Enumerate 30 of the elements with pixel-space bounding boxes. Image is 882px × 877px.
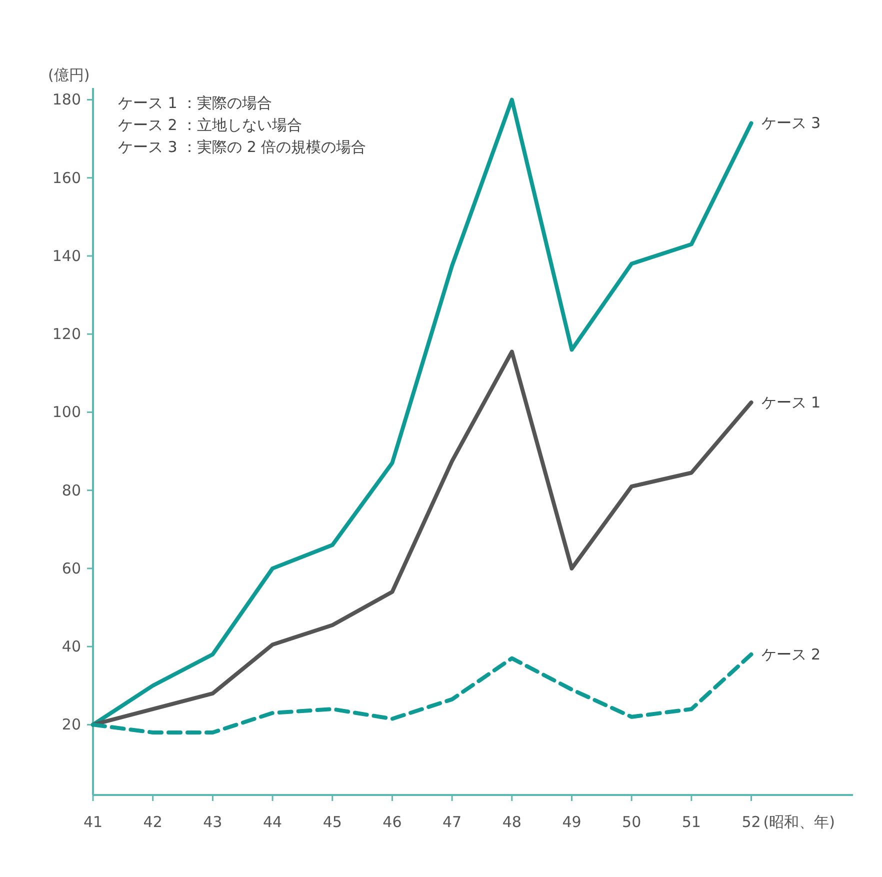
series-label: ケース 2: [761, 645, 821, 664]
y-tick-label: 180: [52, 90, 81, 109]
y-tick-label: 40: [62, 638, 81, 656]
x-tick-label: 43: [203, 813, 222, 831]
x-tick-label: 52: [742, 813, 761, 831]
annotation: ケース 1 ：実際の場合: [118, 94, 272, 112]
y-tick-label: 140: [52, 246, 81, 265]
series-label: ケース 3: [761, 114, 821, 132]
y-tick-label: 100: [52, 403, 81, 422]
x-tick-label: 50: [622, 813, 642, 831]
x-tick-label: 49: [562, 813, 582, 831]
x-tick-label: 46: [382, 813, 402, 831]
x-axis-title: (昭和、年): [763, 813, 835, 831]
y-tick-label: 20: [62, 716, 81, 734]
y-tick-label: 60: [62, 559, 81, 578]
x-tick-label: 47: [442, 813, 462, 831]
x-tick-label: 48: [502, 813, 522, 831]
x-tick-label: 41: [83, 813, 103, 831]
x-tick-label: 51: [682, 813, 701, 831]
x-tick-label: 42: [143, 813, 162, 831]
y-tick-label: 160: [52, 168, 81, 187]
x-tick-label: 45: [322, 813, 342, 831]
annotation: ケース 2 ：立地しない場合: [118, 116, 302, 134]
y-tick-label: 120: [52, 325, 81, 344]
y-axis-title: (億円): [48, 66, 90, 84]
annotation: ケース 3 ：実際の 2 倍の規模の場合: [118, 138, 366, 156]
y-tick-label: 80: [62, 481, 81, 500]
x-tick-label: 44: [262, 813, 282, 831]
line-series: [91, 350, 754, 727]
series-label: ケース 1: [761, 393, 821, 412]
